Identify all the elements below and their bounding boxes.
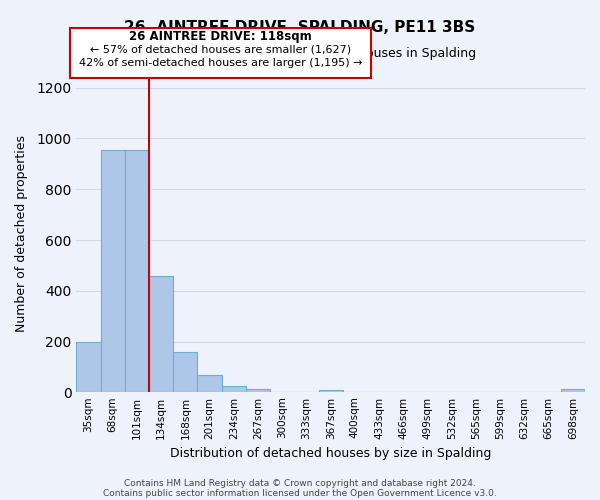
Text: ← 57% of detached houses are smaller (1,627): ← 57% of detached houses are smaller (1,… [90, 44, 352, 54]
Text: Contains public sector information licensed under the Open Government Licence v3: Contains public sector information licen… [103, 488, 497, 498]
Bar [246, 388, 270, 392]
Text: 26 AINTREE DRIVE: 118sqm: 26 AINTREE DRIVE: 118sqm [130, 30, 312, 43]
Bar [101, 150, 125, 392]
Y-axis label: Number of detached properties: Number of detached properties [15, 135, 28, 332]
Bar [221, 386, 246, 392]
Bar [197, 374, 221, 392]
Bar [125, 150, 149, 392]
Bar [76, 342, 101, 392]
Text: Size of property relative to detached houses in Spalding: Size of property relative to detached ho… [124, 48, 476, 60]
Bar [149, 276, 173, 392]
X-axis label: Distribution of detached houses by size in Spalding: Distribution of detached houses by size … [170, 447, 491, 460]
Bar [173, 352, 197, 393]
Text: 26, AINTREE DRIVE, SPALDING, PE11 3BS: 26, AINTREE DRIVE, SPALDING, PE11 3BS [124, 20, 476, 35]
Text: 42% of semi-detached houses are larger (1,195) →: 42% of semi-detached houses are larger (… [79, 58, 362, 68]
Text: Contains HM Land Registry data © Crown copyright and database right 2024.: Contains HM Land Registry data © Crown c… [124, 478, 476, 488]
Bar [319, 390, 343, 392]
Bar [561, 388, 585, 392]
